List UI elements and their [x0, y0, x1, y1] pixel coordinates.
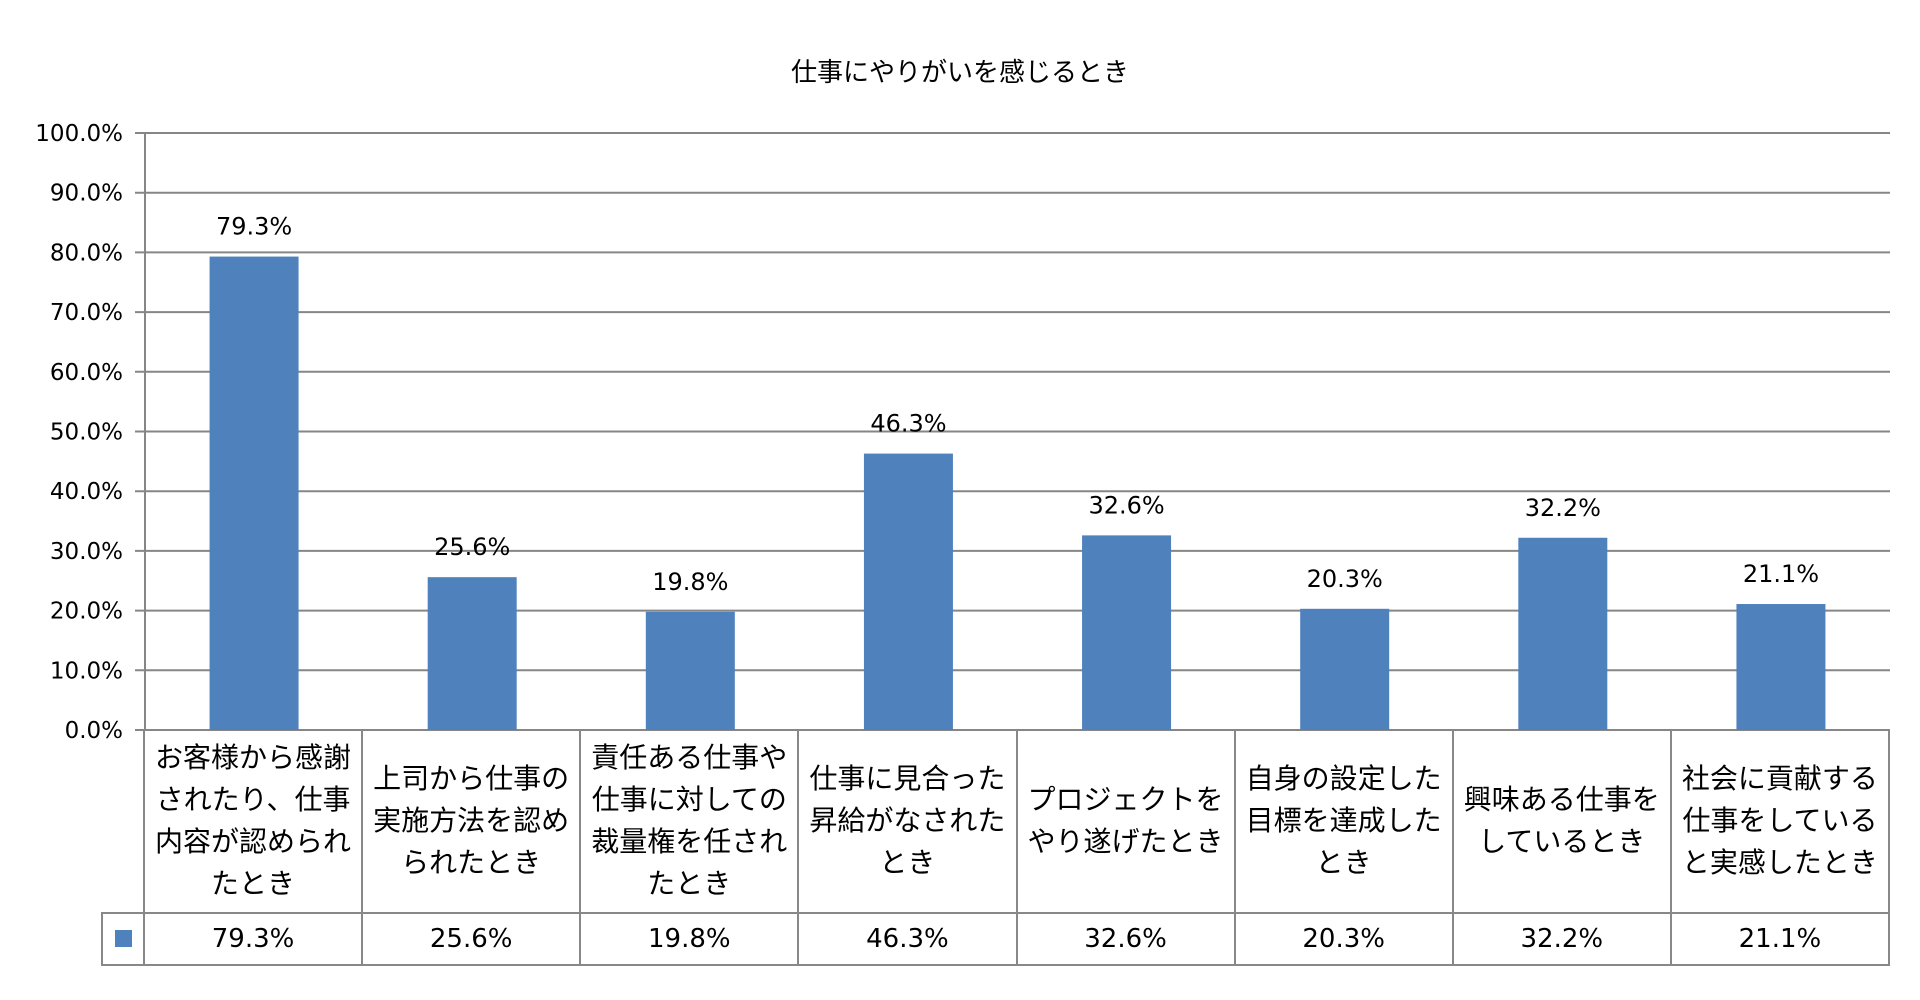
- category-label: お客様から感謝されたり、仕事内容が認められたとき: [145, 730, 364, 912]
- y-tick-label: 30.0%: [50, 539, 123, 565]
- bar: [1300, 608, 1390, 730]
- data-label: 79.3%: [216, 213, 292, 241]
- bar: [427, 577, 517, 730]
- bar: [1518, 537, 1608, 730]
- data-label: 19.8%: [652, 568, 728, 596]
- category-label: 責任ある仕事や仕事に対しての裁量権を任されたとき: [581, 730, 800, 912]
- data-label: 32.6%: [1088, 491, 1164, 519]
- y-tick-label: 100.0%: [35, 121, 123, 147]
- data-label: 21.1%: [1743, 560, 1819, 588]
- table-value: 19.8%: [581, 912, 800, 966]
- y-tick-label: 60.0%: [50, 360, 123, 386]
- category-label: 自身の設定した目標を達成したとき: [1236, 730, 1454, 912]
- category-label: 社会に貢献する仕事をしていると実感したとき: [1672, 730, 1890, 912]
- category-label: プロジェクトをやり遂げたとき: [1018, 730, 1236, 912]
- table-value: 20.3%: [1235, 912, 1454, 966]
- y-tick-label: 20.0%: [50, 599, 123, 625]
- table-value: 79.3%: [145, 912, 364, 966]
- category-label: 仕事に見合った昇給がなされたとき: [799, 730, 1018, 912]
- table-value: 25.6%: [363, 912, 582, 966]
- bar: [645, 611, 735, 730]
- bar: [863, 453, 953, 730]
- y-tick-label: 10.0%: [50, 658, 123, 684]
- bar: [209, 256, 299, 730]
- chart-title: 仕事にやりがいを感じるとき: [790, 58, 1129, 88]
- y-tick-label: 80.0%: [50, 240, 123, 266]
- category-label: 上司から仕事の実施方法を認められたとき: [363, 730, 582, 912]
- y-tick-label: 0.0%: [65, 718, 123, 744]
- table-border: [143, 730, 145, 966]
- data-label: 46.3%: [870, 410, 946, 438]
- table-value: 21.1%: [1671, 912, 1890, 966]
- data-label: 32.2%: [1525, 494, 1601, 522]
- y-tick-label: 40.0%: [50, 479, 123, 505]
- table-value: 46.3%: [799, 912, 1018, 966]
- y-tick-label: 50.0%: [50, 420, 123, 446]
- category-label: 興味ある仕事をしているとき: [1454, 730, 1672, 912]
- bar: [1082, 535, 1172, 730]
- y-tick-label: 90.0%: [50, 181, 123, 207]
- table-value: 32.6%: [1017, 912, 1236, 966]
- table-value: 32.2%: [1453, 912, 1672, 966]
- data-label: 25.6%: [434, 533, 510, 561]
- y-tick-label: 70.0%: [50, 300, 123, 326]
- bar: [1736, 604, 1826, 730]
- legend-cell: [101, 912, 145, 966]
- data-label: 20.3%: [1307, 565, 1383, 593]
- legend-key-icon: [115, 930, 132, 947]
